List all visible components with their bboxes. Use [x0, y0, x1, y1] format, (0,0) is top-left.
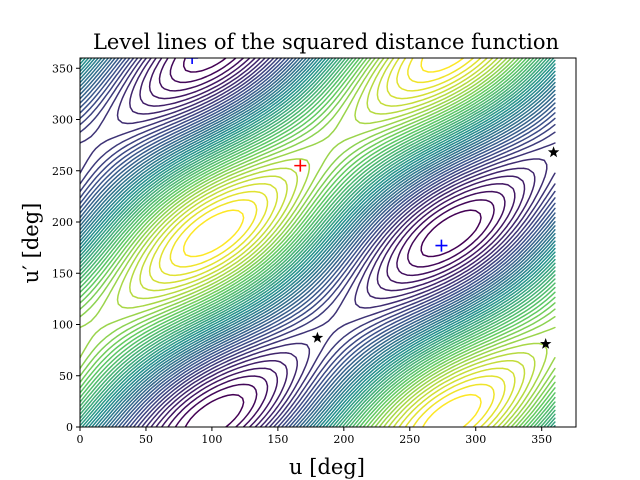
contour-line — [116, 58, 548, 427]
x-tick-label: 300 — [465, 433, 486, 446]
contour-line — [80, 58, 556, 427]
y-tick-label: 150 — [52, 267, 73, 280]
contour-line — [80, 58, 556, 427]
y-tick-label: 100 — [52, 319, 73, 332]
star-marker — [547, 146, 560, 158]
y-tick-label: 200 — [52, 216, 73, 229]
contour-line — [80, 58, 556, 427]
y-tick-label: 300 — [52, 114, 73, 127]
contour-line — [80, 58, 556, 427]
contour-line — [80, 58, 556, 427]
contour-lines — [80, 58, 556, 427]
contour-line — [80, 58, 556, 427]
contour-line — [80, 58, 556, 427]
contour-line — [80, 58, 556, 427]
contour-line — [80, 58, 556, 427]
contour-line — [80, 58, 556, 427]
contour-line — [169, 58, 495, 427]
contour-line — [80, 58, 556, 427]
contour-line — [80, 58, 556, 427]
contour-line — [148, 58, 516, 427]
contour-line — [80, 58, 556, 427]
plus-marker — [294, 159, 307, 172]
contour-line — [80, 58, 556, 427]
y-tick-label: 250 — [52, 165, 73, 178]
contour-line — [139, 58, 526, 427]
y-axis-label: u′ [deg] — [19, 203, 43, 284]
contour-line — [129, 58, 536, 427]
contour-line — [80, 58, 556, 427]
contour-line — [80, 58, 556, 427]
chart-title: Level lines of the squared distance func… — [93, 30, 559, 54]
contour-line — [158, 58, 506, 427]
contour-line — [80, 58, 556, 427]
y-tick-label: 50 — [59, 370, 73, 383]
star-marker — [311, 331, 324, 343]
x-tick-label: 250 — [399, 433, 420, 446]
contour-line — [148, 58, 516, 427]
x-tick-label: 150 — [267, 433, 288, 446]
contour-line — [80, 58, 556, 427]
contour-line — [80, 58, 556, 427]
plus-marker — [186, 58, 199, 64]
plus-marker — [435, 239, 448, 252]
x-tick-label: 350 — [531, 433, 552, 446]
contour-line — [80, 58, 556, 427]
x-tick-label: 0 — [77, 433, 84, 446]
markers-layer — [186, 58, 560, 349]
contour-line — [80, 58, 556, 427]
x-tick-label: 100 — [201, 433, 222, 446]
contour-line — [139, 58, 526, 427]
x-tick-label: 50 — [139, 433, 153, 446]
contour-line — [80, 58, 556, 427]
x-axis-ticks: 0 50 100 150 200 250 300 350 — [77, 427, 552, 446]
contour-line — [158, 58, 506, 427]
contour-line — [80, 58, 556, 427]
contour-line — [80, 58, 556, 427]
x-axis-label: u [deg] — [289, 455, 365, 479]
y-tick-label: 350 — [52, 62, 73, 75]
contour-line — [80, 58, 556, 427]
contour-line — [169, 58, 495, 427]
star-marker — [540, 338, 552, 349]
contour-line — [80, 58, 556, 427]
contour-line — [116, 58, 548, 427]
contour-line — [129, 58, 536, 427]
contour-line — [80, 58, 556, 427]
y-tick-label: 0 — [66, 421, 73, 434]
contour-line — [80, 58, 556, 427]
y-axis-ticks: 0 50 100 150 200 250 300 350 — [52, 62, 80, 434]
plot-frame — [79, 57, 577, 428]
x-tick-label: 200 — [333, 433, 354, 446]
contour-line — [80, 58, 556, 427]
